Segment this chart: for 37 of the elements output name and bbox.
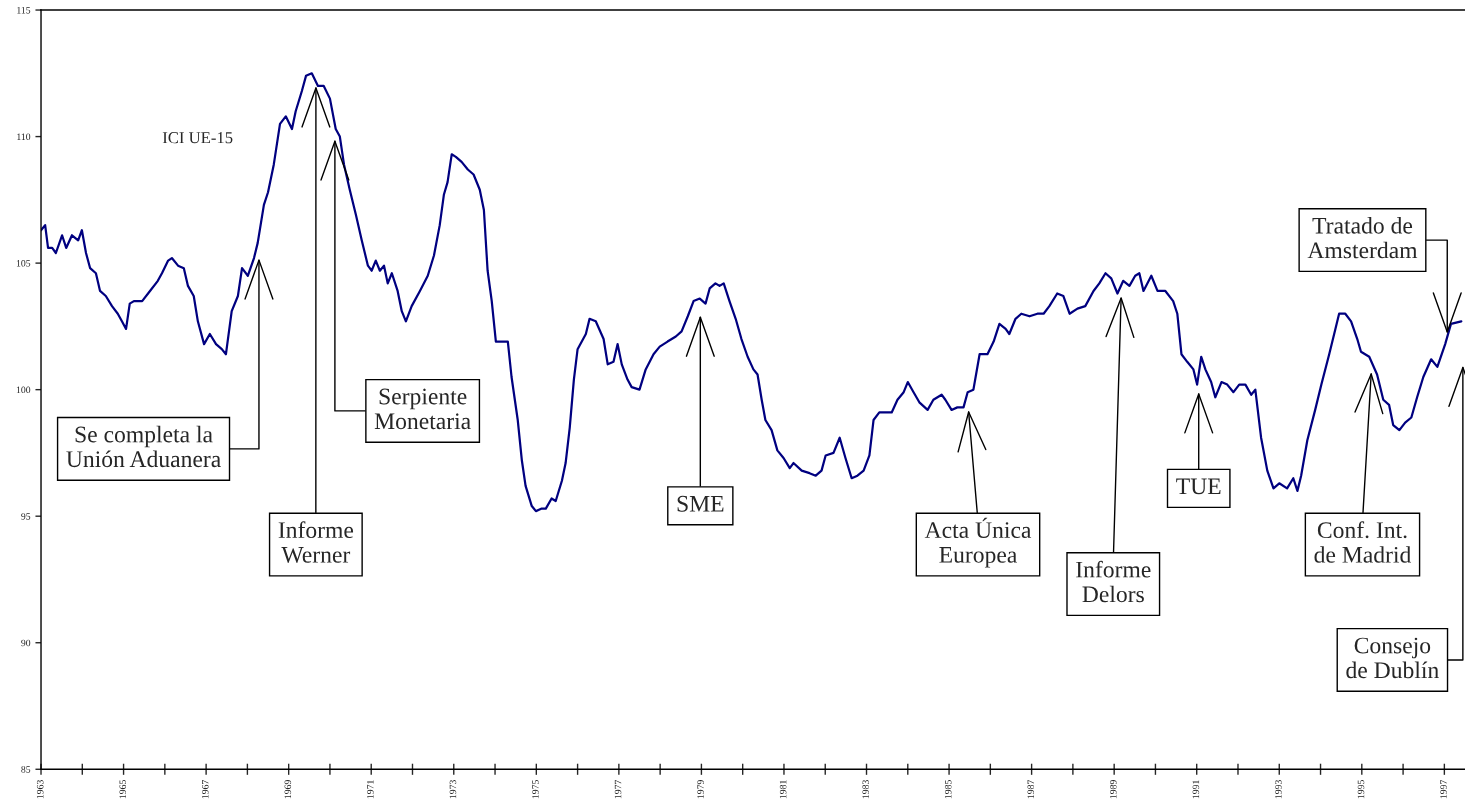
x-tick-label: 1993 [1275, 780, 1282, 799]
x-tick-label: 1965 [119, 780, 126, 799]
x-tick-label: 1973 [449, 780, 457, 799]
x-tick-label: 1985 [944, 780, 952, 799]
annotation: TUE [1176, 478, 1221, 495]
x-tick-label: 1995 [1357, 780, 1365, 799]
line-series [41, 72, 1463, 513]
x-tick-label: 1969 [284, 780, 292, 799]
x-tick-label: 1963 [36, 780, 44, 799]
x-tick-label: 1989 [1110, 780, 1117, 799]
x-tick-label: 1987 [1027, 779, 1035, 799]
annotation: Conf. Int. de Madrid [1314, 521, 1412, 563]
text: ICI UE-15 [162, 132, 233, 144]
annotation: Serpiente Monetaria [374, 388, 471, 430]
x-tick-label: 1983 [862, 780, 869, 799]
x-tick-label: 1967 [202, 779, 209, 799]
annotation: Se completa la Unión Aduanera [66, 425, 221, 468]
y-tick-label: 110 [17, 133, 31, 141]
x-tick-label: 1981 [779, 780, 787, 799]
annotation: SME [677, 495, 724, 512]
annotation: Informe Delors [1076, 560, 1151, 603]
y-tick-label: 90 [21, 639, 31, 647]
x-tick-label: 1979 [697, 780, 704, 799]
y-tick-label: 115 [17, 6, 31, 14]
annotation: Acta Única Europea [924, 517, 1032, 568]
y-tick-label: 85 [21, 766, 31, 773]
x-tick-label: 1977 [614, 779, 622, 799]
y-tick-label: 95 [21, 513, 31, 520]
annotation: Tratado de Amsterdam [1307, 217, 1418, 259]
y-tick-label: 105 [16, 260, 31, 267]
x-tick-label: 1971 [367, 780, 374, 799]
x-tick-label: 1991 [1192, 780, 1200, 799]
x-tick-label: 1975 [532, 780, 539, 799]
y-tick-label: 100 [16, 386, 31, 394]
annotation: Informe Werner [278, 521, 354, 563]
x-tick-label: 1997 [1440, 779, 1447, 799]
annotation: Consejo de Dublín [1346, 637, 1439, 679]
